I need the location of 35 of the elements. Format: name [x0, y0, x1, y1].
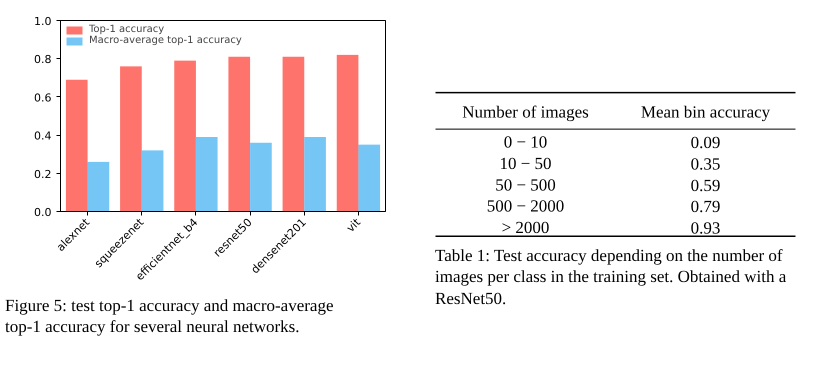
- bar: [196, 137, 218, 212]
- category-label: 50 − 500: [495, 175, 556, 194]
- bar: [142, 150, 164, 212]
- y-tick-label: 1.0: [34, 15, 52, 28]
- data-label: 0.09: [690, 132, 720, 152]
- legend-label: Top-1 accuracy: [89, 24, 164, 35]
- bar: [88, 162, 110, 212]
- bar: [228, 56, 250, 212]
- bar: [358, 144, 380, 212]
- data-label: 0.59: [690, 176, 720, 195]
- y-tick-label: 0.8: [34, 53, 52, 66]
- bar: [250, 142, 272, 212]
- category-label: 10 − 50: [499, 154, 552, 173]
- text: Mean bin accuracy: [640, 102, 771, 122]
- x-tick-label: vit: [344, 215, 364, 235]
- legend-label: Macro-average top-1 accuracy: [89, 35, 242, 46]
- bar: [120, 66, 142, 212]
- y-tick-label: 0.4: [34, 130, 52, 143]
- text: Number of images: [462, 102, 589, 122]
- data-label: 0.93: [690, 218, 720, 238]
- caption: Figure 5: test top-1 accuracy and macro-average top-1 accuracy for several neural networks.: [5, 295, 335, 338]
- bar: [174, 60, 196, 212]
- bar: [336, 54, 358, 212]
- y-tick-label: 0.6: [34, 91, 52, 104]
- y-tick-label: 0.2: [34, 168, 52, 181]
- category-label: > 2000: [502, 218, 550, 238]
- category-label: 0 − 10: [504, 132, 548, 152]
- bar: [304, 137, 326, 212]
- bar: [66, 80, 88, 212]
- category-label: 500 − 2000: [486, 196, 564, 216]
- y-tick-label: 0.0: [34, 206, 52, 219]
- caption: Table 1: Test accuracy depending on the number of images per class in the training set. Obtained with a ResNet50.: [435, 245, 788, 309]
- data-label: 0.79: [690, 197, 720, 216]
- data-label: 0.35: [690, 154, 720, 174]
- bar: [282, 56, 304, 212]
